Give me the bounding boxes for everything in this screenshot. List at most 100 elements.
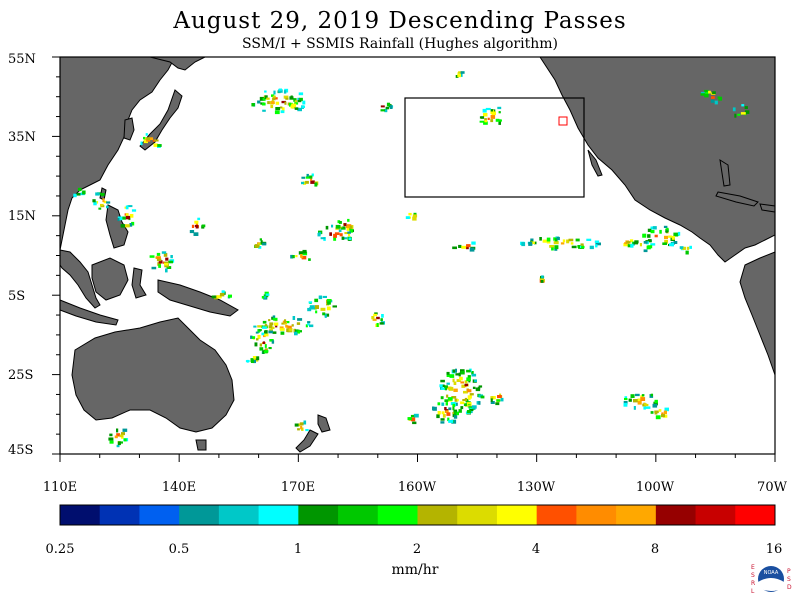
colorbar-swatch-9 (417, 505, 458, 525)
rain-cell (211, 295, 216, 299)
rain-cell (635, 393, 640, 397)
land-borneo (91, 257, 129, 301)
rain-cell (553, 241, 559, 245)
rain-cell (119, 434, 124, 438)
rain-cell (125, 205, 129, 210)
rain-cell (666, 227, 669, 230)
rain-cell (259, 238, 262, 241)
rain-cell (349, 225, 353, 229)
rain-cell (98, 207, 102, 210)
rain-cell (446, 374, 451, 377)
rain-cell (255, 331, 259, 334)
rain-cell (95, 192, 100, 196)
rain-cell (297, 428, 300, 431)
rain-cell (446, 412, 451, 416)
rain-cell (327, 299, 332, 302)
rain-cell (100, 193, 105, 197)
rain-cell (259, 343, 262, 347)
rain-cell (332, 305, 337, 308)
rain-cell (380, 109, 385, 112)
rain-cell (263, 350, 267, 354)
rain-cell (662, 242, 667, 245)
rain-cell (650, 393, 653, 397)
rain-cell (381, 314, 384, 318)
rain-cell (458, 71, 463, 74)
land-java (59, 299, 119, 326)
rain-cell (343, 237, 348, 240)
rain-cell (100, 203, 104, 207)
rain-cell (157, 262, 161, 266)
rain-cell (490, 109, 494, 112)
rain-cell (463, 403, 467, 406)
rain-cell (665, 230, 668, 233)
rain-cell (575, 238, 580, 242)
rain-cell (380, 318, 383, 322)
rain-cell (267, 101, 270, 105)
rain-cell (117, 216, 123, 221)
rain-cell (372, 318, 377, 321)
rain-cell (497, 106, 502, 110)
rain-cell (458, 244, 462, 248)
rain-cell (273, 90, 276, 95)
rain-cell (413, 212, 417, 216)
rain-cell (156, 256, 161, 259)
rain-cell (296, 322, 301, 325)
rain-cell (273, 322, 279, 326)
colorbar-label-5: 8 (650, 542, 660, 557)
rain-cell (280, 110, 285, 114)
rain-cell (302, 100, 306, 105)
rain-cell (291, 324, 294, 327)
lon-label-130w: 130W (516, 480, 556, 495)
colorbar-label-6: 16 (765, 542, 783, 557)
rain-cell (258, 246, 262, 249)
rain-cell (589, 245, 594, 250)
rain-cell (479, 120, 485, 123)
rain-cell (148, 137, 154, 141)
rain-cell (485, 107, 491, 111)
rain-cell (246, 359, 249, 363)
rain-cell (447, 417, 450, 422)
rain-cell (326, 306, 331, 311)
rain-cell (262, 341, 265, 344)
lat-label-45s: 45S (8, 443, 34, 458)
logo-bird (758, 578, 784, 591)
rain-cell (581, 246, 585, 249)
rain-cell (654, 411, 658, 415)
rain-cell (320, 307, 326, 311)
rain-cell (673, 241, 678, 244)
rain-cell (297, 107, 302, 112)
rain-cell (623, 402, 628, 407)
rain-cell (269, 339, 274, 342)
rain-cell (272, 95, 276, 98)
rain-cell (228, 294, 232, 298)
rain-cell (264, 296, 267, 299)
rain-cell (436, 414, 440, 419)
rain-cell (127, 205, 133, 208)
rain-cell (301, 427, 304, 431)
rain-cell (259, 347, 264, 351)
rain-cell (498, 121, 501, 125)
rain-cell (643, 241, 648, 244)
rain-cell (299, 422, 304, 426)
colorbar-swatch-11 (496, 505, 538, 525)
rain-cell (348, 233, 351, 237)
rain-cell (476, 401, 481, 405)
rain-cell (253, 325, 257, 328)
rain-cell (452, 246, 457, 250)
rain-cell (448, 407, 452, 411)
rain-cell (652, 403, 658, 408)
rain-cell (125, 213, 129, 217)
colorbar-swatch-0 (60, 505, 101, 525)
rain-cell (647, 228, 652, 232)
rain-cell (633, 406, 636, 410)
rain-cell (250, 335, 253, 339)
rain-cell (307, 323, 310, 326)
rain-cell (264, 344, 267, 348)
rain-cell (146, 138, 151, 142)
rain-cell (484, 120, 488, 123)
rain-cell (164, 261, 169, 264)
rain-cell (338, 221, 342, 224)
rain-cell (273, 97, 278, 100)
lon-label-110e: 110E (42, 480, 78, 495)
rain-cell (442, 414, 446, 418)
